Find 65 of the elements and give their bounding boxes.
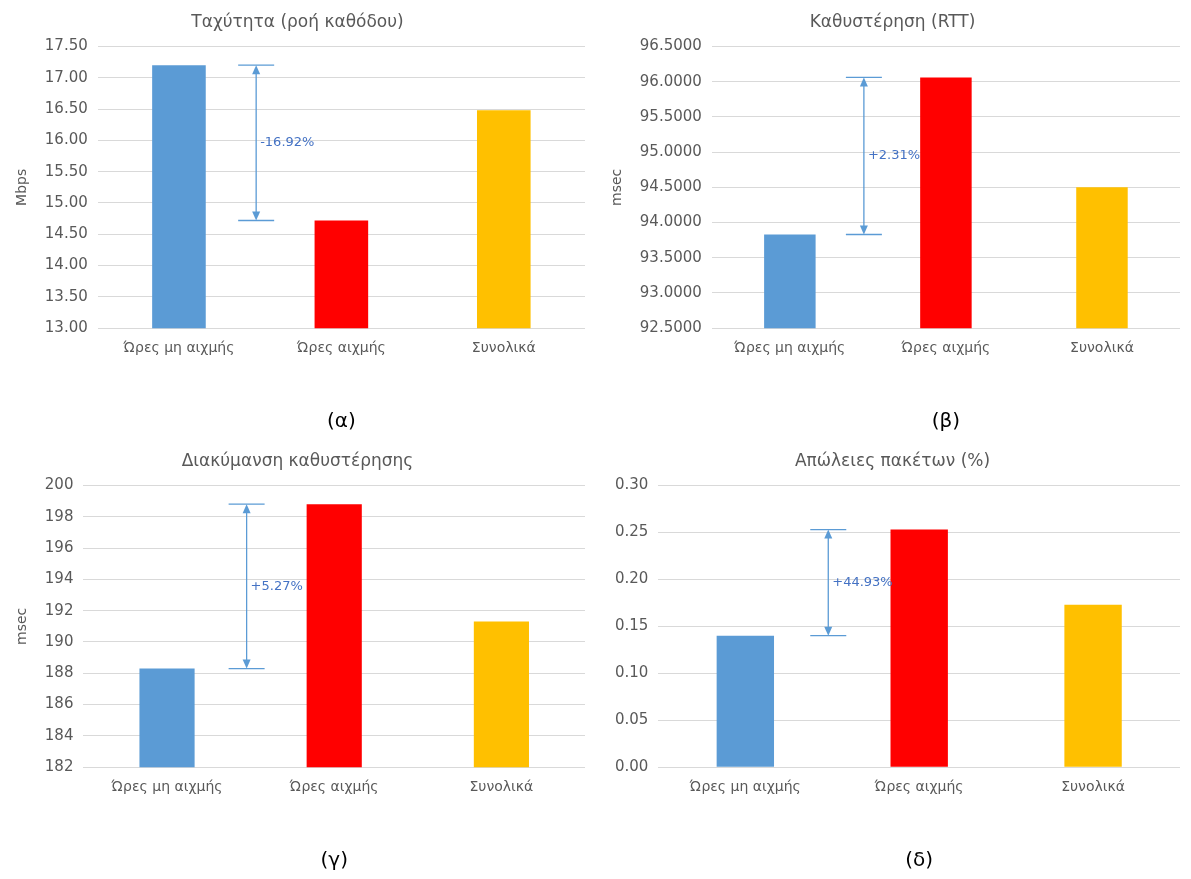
x-tick-label: Ώρες μη αιχμής xyxy=(688,778,801,795)
x-tick-label: Συνολικά xyxy=(471,339,536,356)
text: (γ) xyxy=(320,847,348,872)
y-tick-label: 188 xyxy=(44,663,74,682)
y-tick-label: 15.50 xyxy=(44,161,88,180)
y-tick-label: 194 xyxy=(44,569,74,588)
y-tick-label: 0.10 xyxy=(614,663,649,682)
y-tick-label: 190 xyxy=(44,631,74,650)
y-tick-label: 13.00 xyxy=(44,318,88,337)
y-axis-title: msec xyxy=(13,607,30,645)
annotation: -16.92% xyxy=(260,134,315,150)
y-tick-label: 0.05 xyxy=(614,710,649,729)
y-tick-label: 0.20 xyxy=(614,569,649,588)
y-tick-label: 0.00 xyxy=(614,757,649,776)
y-tick-label: 186 xyxy=(44,694,74,713)
y-tick-label: 200 xyxy=(44,475,74,494)
y-tick-label: 17.00 xyxy=(44,67,88,86)
x-tick-label: Ώρες αιχμής xyxy=(900,339,991,356)
bar xyxy=(890,529,948,767)
y-tick-label: 93.0000 xyxy=(639,282,702,301)
chart-title: Διακύμανση καθυστέρησης xyxy=(181,449,414,470)
y-tick-label: 0.25 xyxy=(614,522,649,541)
x-tick-label: Συνολικά xyxy=(1061,778,1125,795)
y-tick-label: 192 xyxy=(44,600,74,619)
bar xyxy=(1064,604,1122,767)
y-tick-label: 0.30 xyxy=(614,475,649,494)
chart-title: Καθυστέρηση (RTT) xyxy=(809,10,976,31)
y-tick-label: 95.5000 xyxy=(639,106,702,125)
x-tick-label: Συνολικά xyxy=(1070,339,1134,356)
y-tick-label: 196 xyxy=(44,537,74,556)
y-axis-title: msec xyxy=(608,168,625,206)
y-tick-label: 94.5000 xyxy=(639,177,702,196)
x-tick-label: Ώρες αιχμής xyxy=(873,778,964,795)
text: (α) xyxy=(326,408,356,433)
y-tick-label: 16.50 xyxy=(44,98,88,117)
y-tick-label: 92.5000 xyxy=(639,318,702,337)
y-tick-label: 94.0000 xyxy=(639,212,702,231)
chart-title: Ταχύτητα (ροή καθόδου) xyxy=(190,10,404,31)
y-tick-label: 0.15 xyxy=(614,616,649,635)
y-tick-label: 93.5000 xyxy=(639,247,702,266)
y-tick-label: 96.0000 xyxy=(639,71,702,90)
x-tick-label: Συνολικά xyxy=(469,778,534,795)
y-tick-label: 15.00 xyxy=(44,192,88,211)
y-tick-label: 198 xyxy=(44,506,74,525)
y-tick-label: 184 xyxy=(44,725,74,744)
y-tick-label: 16.00 xyxy=(44,130,88,149)
y-tick-label: 95.0000 xyxy=(639,141,702,160)
x-tick-label: Ώρες μη αιχμής xyxy=(733,339,846,356)
x-tick-label: Ώρες αιχμής xyxy=(296,339,386,356)
y-tick-label: 182 xyxy=(44,757,74,776)
x-tick-label: Ώρες μη αιχμής xyxy=(110,778,223,795)
annotation: +2.31% xyxy=(867,147,921,163)
annotation: +5.27% xyxy=(250,577,303,593)
y-tick-label: 13.50 xyxy=(44,286,88,305)
bar xyxy=(716,635,775,767)
x-tick-label: Ώρες μη αιχμής xyxy=(122,339,235,356)
y-axis-title: Mbps xyxy=(13,168,30,206)
y-tick-label: 96.5000 xyxy=(639,36,702,55)
text: (δ) xyxy=(905,847,934,872)
y-tick-label: 17.50 xyxy=(44,36,88,55)
y-tick-label: 14.00 xyxy=(44,255,88,274)
text: (β) xyxy=(931,408,961,433)
y-tick-label: 14.50 xyxy=(44,224,88,243)
chart-title: Απώλειες πακέτων (%) xyxy=(794,449,991,470)
x-tick-label: Ώρες αιχμής xyxy=(288,778,379,795)
